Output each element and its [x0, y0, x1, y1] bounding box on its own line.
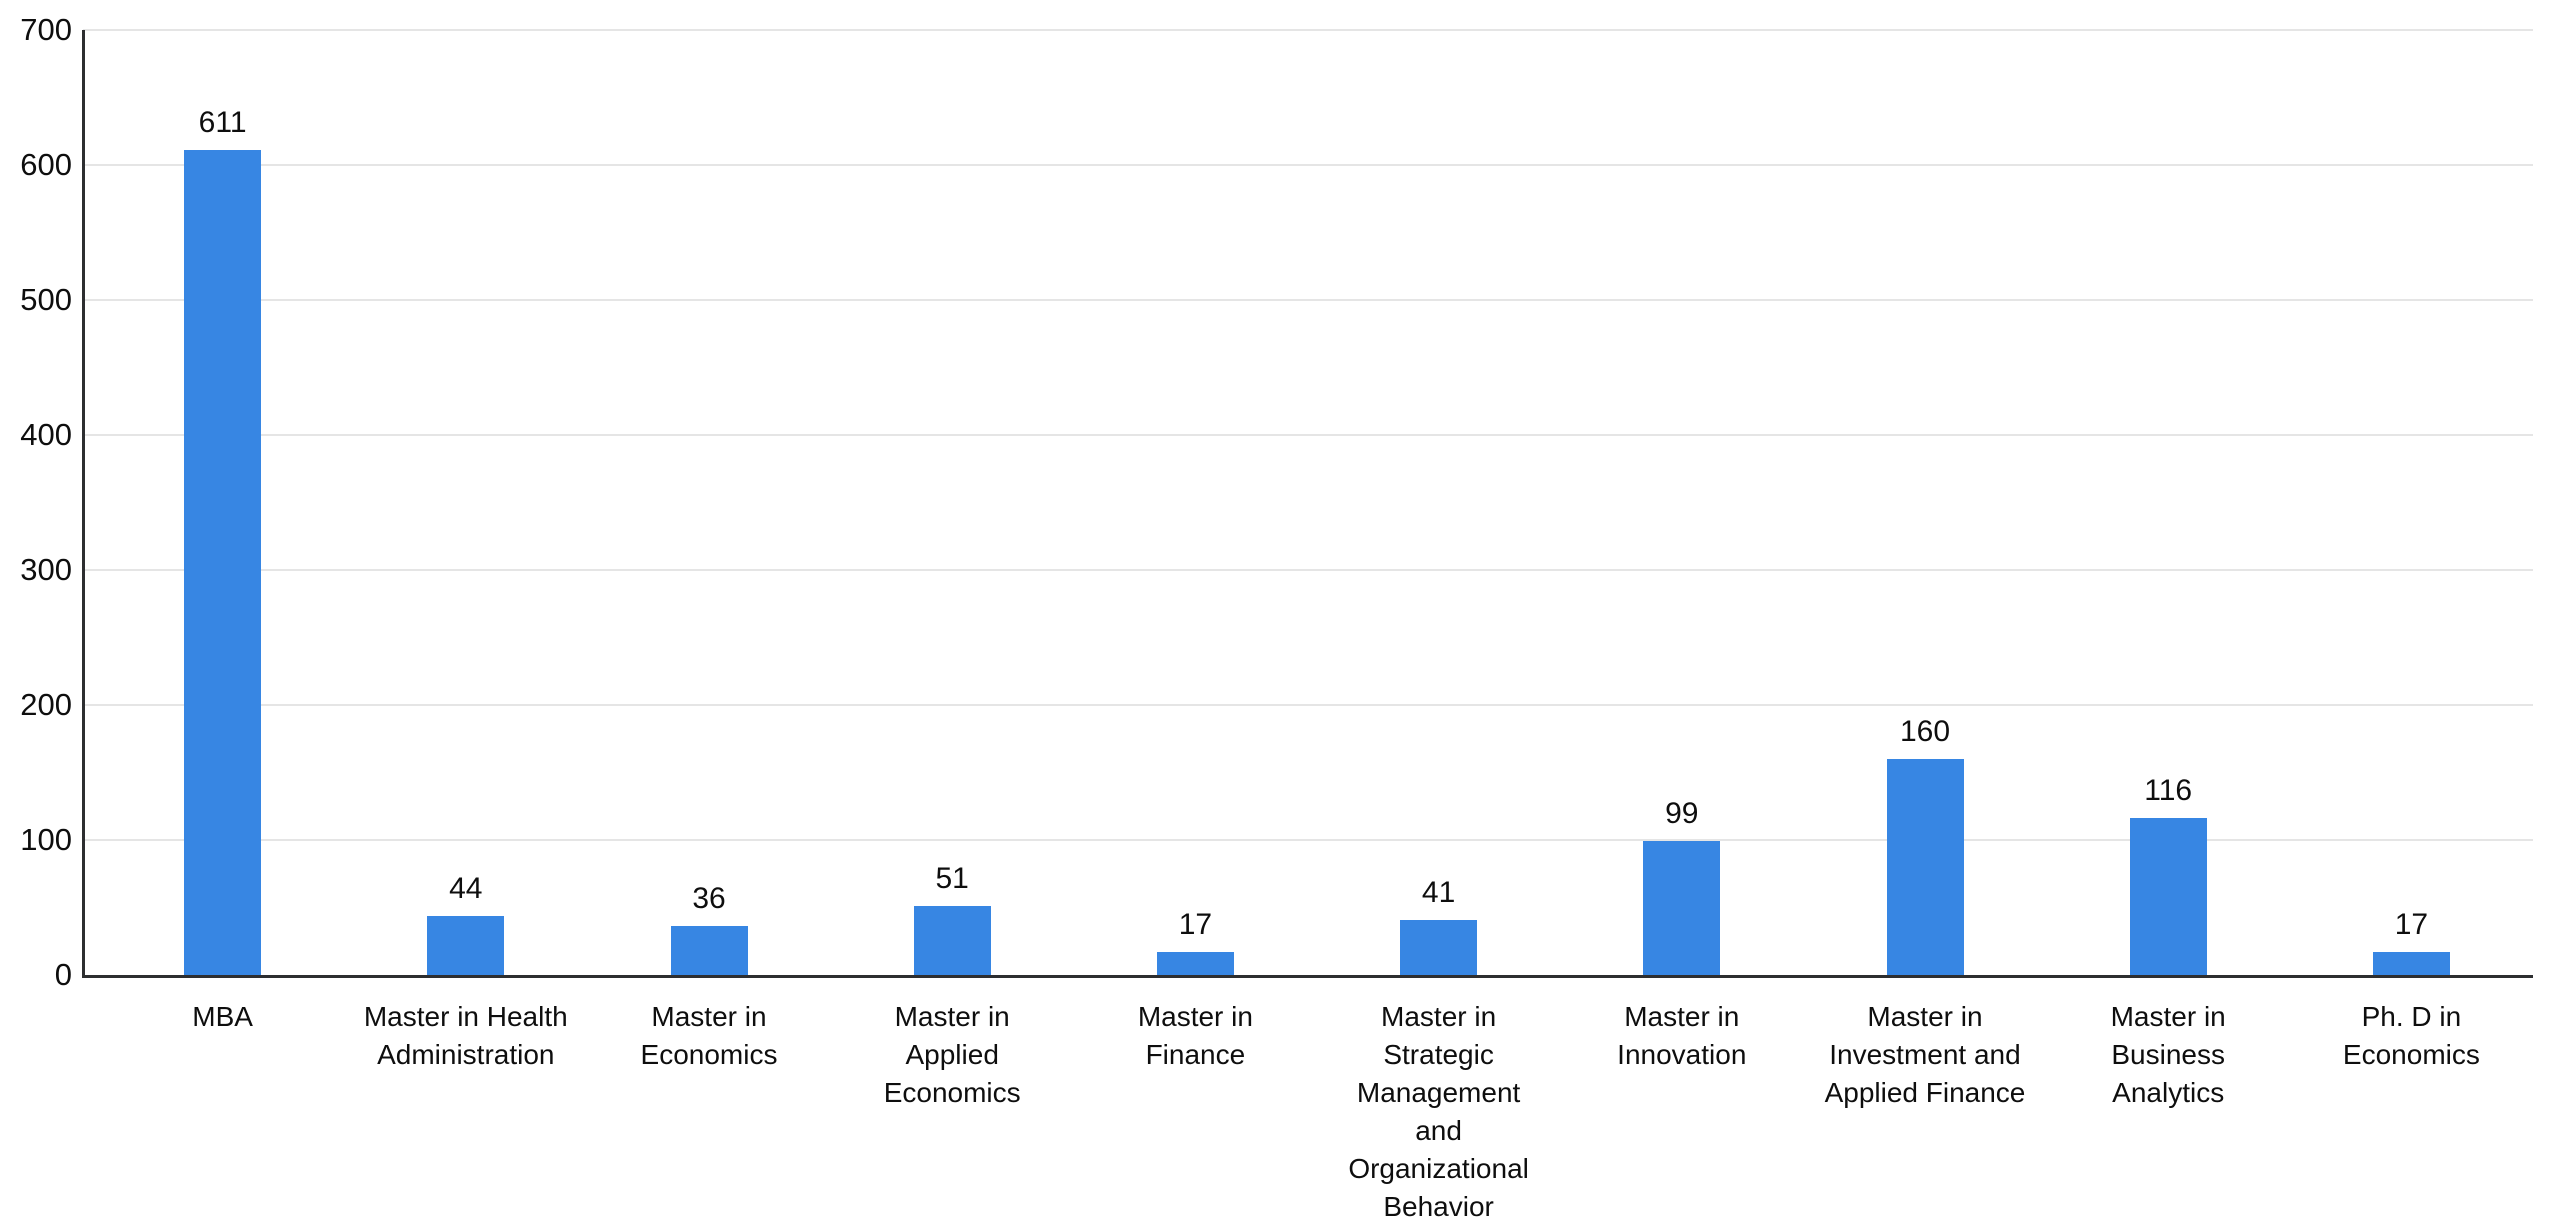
x-axis-category-label-line: Organizational — [1348, 1153, 1529, 1184]
x-axis-category-label-line: Master in — [1624, 1001, 1740, 1032]
bar-value-label: 160 — [1899, 715, 1951, 748]
x-axis-category-label: Master in Business Analytics — [2047, 998, 2290, 1112]
bar — [1886, 759, 1964, 975]
gridline-y-100 — [83, 839, 2533, 841]
y-axis-tick-label: 300 — [20, 552, 72, 587]
y-axis-tick-label: 600 — [20, 147, 72, 182]
bar-value-label: 36 — [692, 882, 726, 916]
x-axis-category-label-line: Economics — [883, 1077, 1021, 1108]
x-axis-category-label-line: Master in Health — [363, 1001, 568, 1032]
x-axis-category-label-line: Master in — [2110, 1001, 2226, 1032]
bar — [1643, 841, 1721, 975]
bar-value-label: 611 — [198, 106, 247, 140]
x-axis-category-label: Master in Strategic Management and Organizat… — [1317, 998, 1560, 1226]
x-axis-category-label-line: Ph. D in — [2361, 1001, 2462, 1032]
x-axis-category-label: Ph. D in Economics — [2290, 998, 2533, 1074]
y-axis-tick-label: 400 — [20, 417, 72, 452]
bar — [2129, 818, 2207, 975]
x-axis-category-label: Master in Investment and Applied Finance — [1803, 998, 2046, 1112]
bar — [1156, 952, 1234, 975]
bar-value-label: 116 — [2144, 774, 2193, 808]
bar-value-label: 41 — [1421, 875, 1456, 909]
bar-value-label: 17 — [1178, 908, 1213, 942]
bar-value-label: 17 — [2394, 908, 2429, 942]
x-axis-category-label-line: Administration — [377, 1039, 555, 1070]
y-axis-tick-label: 100 — [20, 822, 72, 857]
x-axis-category-label-line: Master in — [1867, 1001, 1983, 1032]
y-axis-tick-label: 700 — [20, 12, 72, 47]
y-axis-tick-label: 200 — [20, 687, 72, 722]
y-axis-tick-label: 500 — [20, 282, 72, 317]
x-axis-category-label: Master in Health Administration — [344, 998, 587, 1074]
x-axis-category-label-line: Master in — [894, 1001, 1010, 1032]
bar-value-label: 99 — [1665, 797, 1699, 831]
gridline-y-600 — [83, 164, 2533, 166]
bar — [184, 150, 262, 975]
bar — [670, 926, 748, 975]
x-axis-line — [83, 975, 2533, 978]
y-axis-line — [82, 30, 85, 978]
gridline-y-200 — [83, 704, 2533, 706]
x-axis-category-label: Master in Finance — [1074, 998, 1317, 1074]
x-axis-category-label-line: Applied Finance — [1824, 1077, 2026, 1108]
bar — [2372, 952, 2450, 975]
gridline-y-300 — [83, 569, 2533, 571]
bar-value-label: 44 — [449, 871, 483, 905]
x-axis-category-label-line: Behavior — [1383, 1191, 1494, 1222]
x-axis-category-label-line: MBA — [192, 1001, 253, 1032]
x-axis-category-label-line: Master in — [1381, 1001, 1497, 1032]
x-axis-category-label-line: Economics — [640, 1039, 778, 1070]
bar — [427, 915, 505, 975]
x-axis-category-label: MBA — [101, 998, 344, 1036]
x-axis-category-label-line: Analytics — [2112, 1077, 2225, 1108]
x-axis-category-label: Master in Innovation — [1560, 998, 1803, 1074]
x-axis-category-label-line: and — [1415, 1115, 1462, 1146]
x-axis-category-label: Master in Economics — [587, 998, 830, 1074]
bar — [1400, 919, 1478, 975]
gridline-y-400 — [83, 434, 2533, 436]
y-axis-tick-label: 0 — [54, 957, 72, 992]
x-axis-category-label: Master in Applied Economics — [831, 998, 1074, 1112]
x-axis-category-label-line: Management — [1356, 1077, 1521, 1108]
gridline-y-500 — [83, 299, 2533, 301]
x-axis-category-label-line: Strategic — [1383, 1039, 1494, 1070]
x-axis-category-label-line: Business — [2111, 1039, 2225, 1070]
x-axis-category-label-line: Innovation — [1617, 1039, 1747, 1070]
x-axis-category-label-line: Applied — [905, 1039, 999, 1070]
x-axis-category-label-line: Master in — [651, 1001, 767, 1032]
bar-value-label: 51 — [935, 862, 969, 896]
x-axis-category-label-line: Master in — [1137, 1001, 1253, 1032]
gridline-y-700 — [83, 29, 2533, 31]
x-axis-category-label-line: Economics — [2342, 1039, 2480, 1070]
x-axis-category-label-line: Finance — [1145, 1039, 1246, 1070]
x-axis-category-label-line: Investment and — [1829, 1039, 2021, 1070]
bar — [913, 906, 991, 975]
